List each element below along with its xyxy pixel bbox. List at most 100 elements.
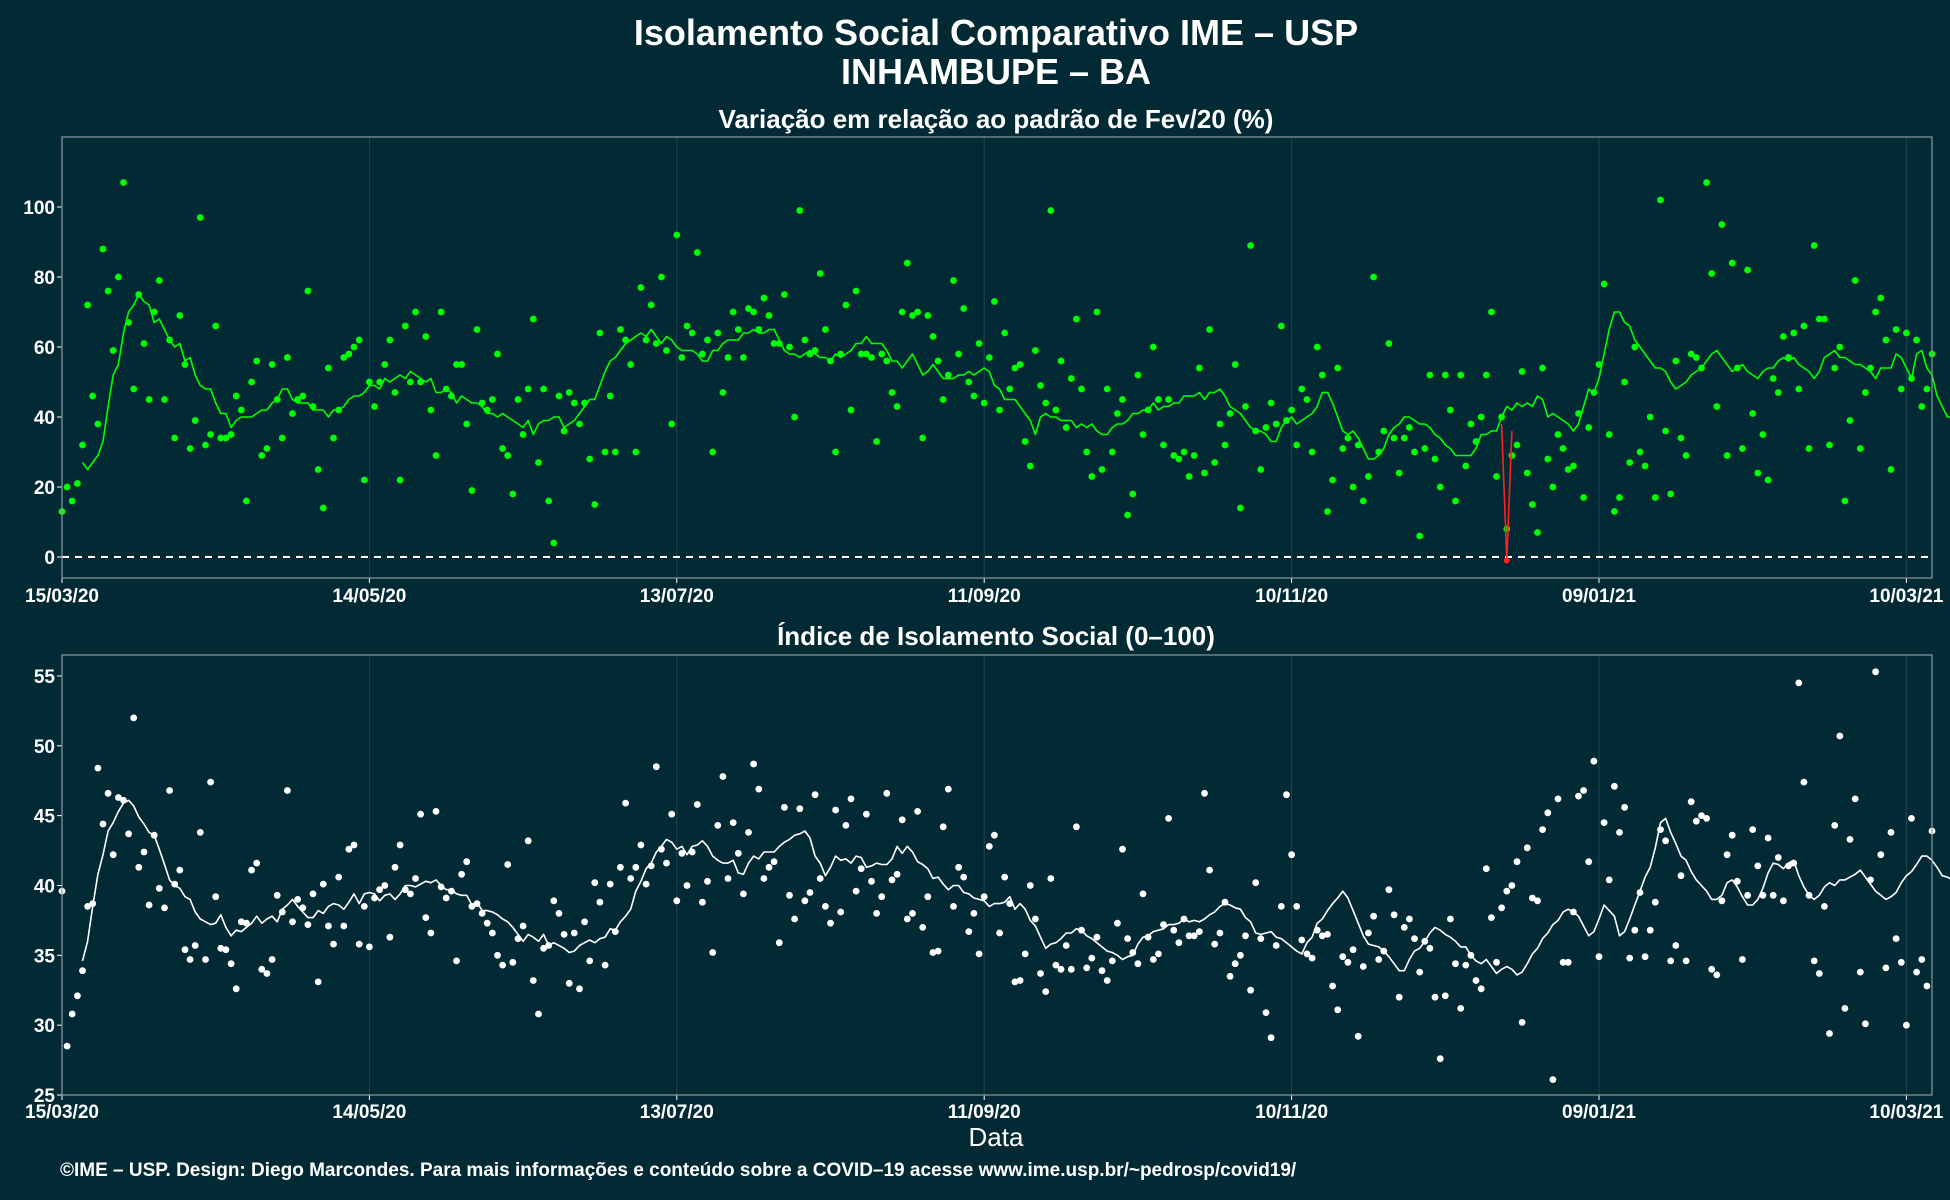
- data-point: [478, 910, 486, 917]
- data-point: [104, 287, 112, 295]
- data-point: [79, 441, 86, 449]
- data-point: [1477, 985, 1485, 993]
- data-point: [1580, 494, 1587, 501]
- data-point: [1119, 396, 1126, 403]
- data-point: [130, 714, 138, 722]
- data-point: [960, 873, 968, 881]
- data-point: [427, 929, 435, 937]
- data-point: [1062, 424, 1070, 431]
- data-point: [109, 851, 117, 859]
- data-point: [1129, 490, 1137, 498]
- data-point: [1841, 1005, 1849, 1012]
- data-point: [1887, 466, 1895, 473]
- data-point: [729, 819, 737, 826]
- data-point: [237, 406, 245, 414]
- data-point: [217, 944, 225, 952]
- data-point: [791, 915, 798, 923]
- data-point: [868, 354, 875, 361]
- data-point: [1708, 965, 1716, 973]
- data-point: [68, 1010, 76, 1018]
- data-point: [161, 396, 168, 403]
- data-point: [1703, 815, 1710, 822]
- data-point: [1283, 791, 1290, 799]
- data-point: [1324, 931, 1331, 938]
- data-point: [1831, 822, 1839, 829]
- data-point: [1518, 368, 1526, 375]
- data-point: [1201, 469, 1208, 477]
- data-point: [1651, 494, 1659, 501]
- data-point: [1544, 455, 1552, 463]
- data-point: [1595, 953, 1603, 961]
- data-point: [668, 420, 676, 428]
- x-tick-label: 09/01/21: [1562, 586, 1636, 607]
- data-point: [489, 929, 496, 937]
- data-point: [314, 466, 322, 473]
- data-point: [181, 946, 189, 954]
- data-point: [135, 863, 143, 871]
- data-point: [555, 910, 563, 917]
- data-point: [734, 849, 742, 857]
- data-point: [1149, 956, 1157, 963]
- data-point: [289, 410, 296, 417]
- data-point: [237, 918, 245, 926]
- data-point: [652, 763, 660, 771]
- data-point: [1349, 946, 1357, 954]
- data-point: [1011, 364, 1019, 372]
- data-point: [1190, 452, 1198, 459]
- x-tick-label: 09/01/21: [1562, 1102, 1636, 1123]
- data-point: [770, 340, 778, 347]
- data-point: [212, 893, 220, 901]
- x-tick-label: 14/05/20: [332, 586, 406, 607]
- data-point: [1626, 459, 1634, 466]
- data-point: [1262, 424, 1270, 431]
- data-point: [535, 1010, 542, 1018]
- data-point: [781, 291, 788, 298]
- data-point: [1021, 438, 1029, 445]
- data-point: [1723, 452, 1731, 459]
- data-point: [658, 273, 665, 281]
- data-point: [970, 910, 978, 917]
- data-point: [1098, 967, 1106, 975]
- data-point: [1298, 385, 1306, 393]
- data-point: [524, 837, 532, 845]
- data-point: [1908, 815, 1915, 822]
- data-point: [263, 445, 271, 452]
- data-point: [207, 778, 215, 786]
- data-point: [1160, 921, 1167, 928]
- plot-border: [61, 136, 1933, 579]
- y-tick-label: 25: [34, 1086, 56, 1107]
- data-point: [878, 893, 886, 901]
- data-point: [1452, 960, 1459, 968]
- data-point: [412, 875, 419, 882]
- data-point: [1175, 455, 1183, 463]
- data-point: [816, 875, 824, 882]
- data-point: [63, 483, 71, 491]
- data-point: [811, 791, 819, 799]
- data-point: [258, 965, 266, 973]
- x-tick-label: 11/09/20: [948, 1102, 1021, 1123]
- data-point: [1713, 971, 1721, 979]
- data-point: [1728, 259, 1736, 267]
- data-point: [1554, 431, 1562, 438]
- data-point: [278, 434, 286, 442]
- data-point: [1769, 891, 1777, 899]
- plot-border: [61, 654, 1933, 1096]
- data-point: [1831, 364, 1839, 372]
- data-point: [504, 452, 512, 459]
- data-point: [1651, 898, 1659, 906]
- data-point: [458, 361, 465, 368]
- data-point: [1821, 315, 1828, 323]
- data-point: [863, 810, 870, 818]
- data-point: [1856, 445, 1864, 452]
- data-point: [150, 308, 158, 316]
- data-point: [1877, 851, 1885, 859]
- data-point: [1815, 315, 1823, 323]
- data-point: [1067, 375, 1075, 382]
- data-point: [1841, 497, 1849, 505]
- data-point: [673, 231, 681, 239]
- data-point: [791, 413, 798, 421]
- data-point: [63, 1042, 71, 1050]
- data-point: [1395, 993, 1403, 1001]
- data-point: [535, 459, 542, 466]
- data-point: [1913, 336, 1920, 344]
